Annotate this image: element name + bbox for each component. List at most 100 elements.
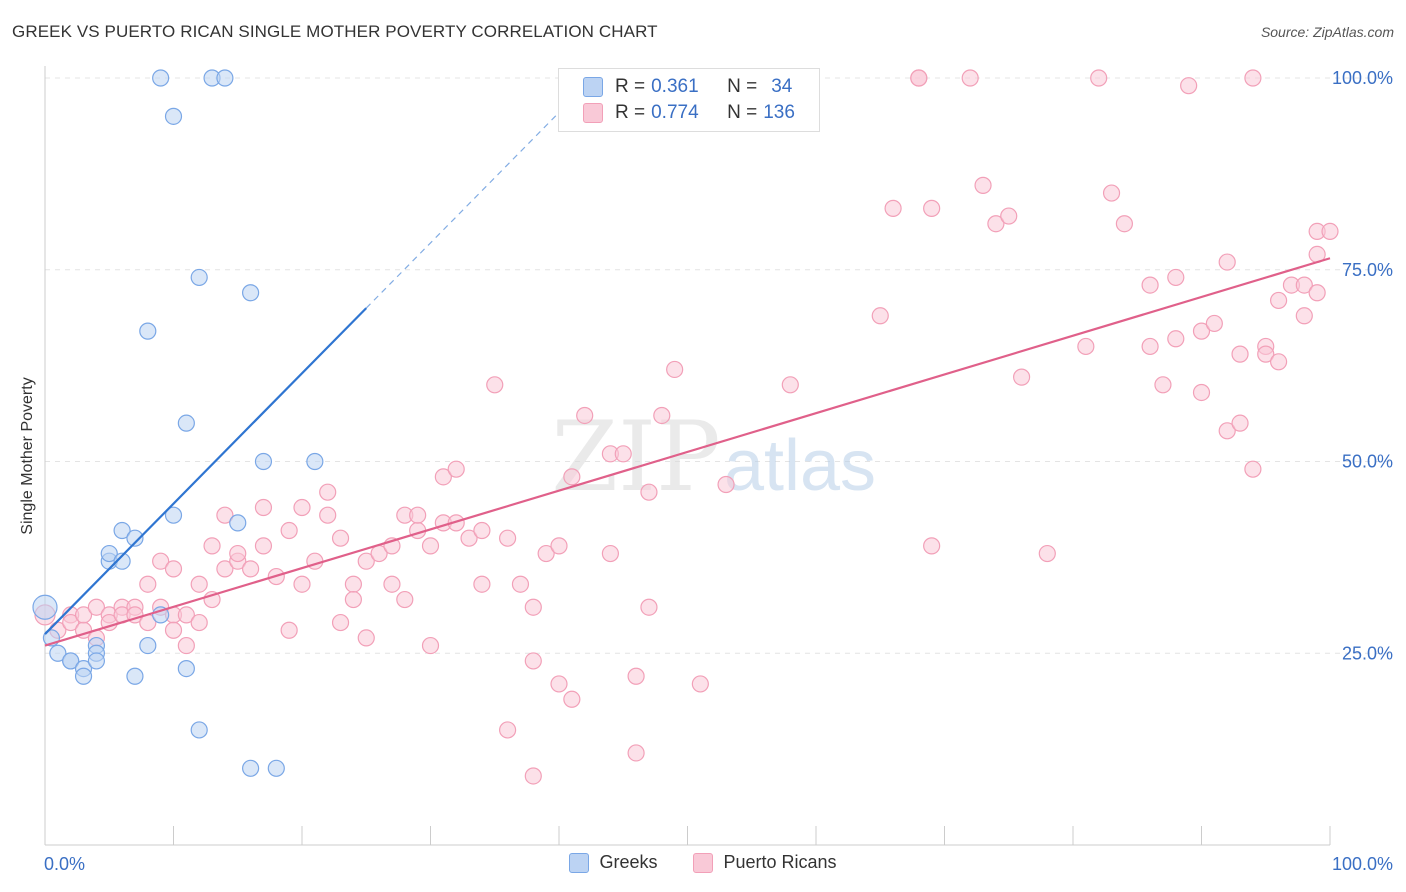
puerto-rican-point <box>421 636 440 655</box>
axes <box>44 66 1331 846</box>
x-tick-label: 100.0% <box>1332 854 1393 874</box>
greek-point <box>242 284 260 302</box>
puerto-rican-point <box>293 575 311 593</box>
puerto-rican-point <box>1000 207 1018 225</box>
greek-point <box>74 667 93 685</box>
puerto-rican-point <box>640 598 658 616</box>
puerto-rican-point <box>923 537 941 555</box>
source-label: Source: ZipAtlas.com <box>1260 24 1394 40</box>
puerto-rican-point <box>357 552 375 570</box>
puerto-rican-point <box>1154 376 1172 394</box>
y-tick-label: 25.0% <box>1342 643 1393 663</box>
watermark-atlas: atlas <box>724 426 876 506</box>
puerto-rican-point <box>781 376 799 394</box>
r-label: R = <box>615 76 646 97</box>
greek-point <box>113 552 131 570</box>
puerto-rican-point <box>614 445 632 463</box>
puerto-rican-trend-line <box>44 257 1331 647</box>
greek-point <box>242 759 260 777</box>
greek-point <box>254 452 273 471</box>
puerto-rican-point <box>357 629 375 647</box>
n-label: N = <box>727 102 758 123</box>
puerto-rican-point <box>473 521 491 540</box>
greek-point <box>62 652 80 670</box>
n-value: 34 <box>771 76 793 97</box>
puerto-rican-point <box>563 468 581 486</box>
puerto-rican-point <box>280 621 298 639</box>
legend-row-greeks: R = 0.361 N = 34 <box>583 74 792 100</box>
puerto-rican-point <box>177 606 195 624</box>
puerto-rican-point <box>1090 69 1108 87</box>
puerto-rican-point <box>627 744 645 762</box>
legend-row-puerto-ricans: R = 0.774 N = 136 <box>583 100 795 126</box>
puerto-rican-point <box>1295 276 1313 294</box>
puerto-rican-point <box>1218 253 1236 271</box>
puerto-rican-point <box>974 176 992 194</box>
puerto-rican-point <box>216 560 234 578</box>
greek-point <box>49 644 67 662</box>
puerto-rican-point <box>550 537 568 555</box>
greek-point <box>100 544 118 563</box>
puerto-rican-point <box>640 483 658 501</box>
puerto-rican-point <box>87 598 106 616</box>
puerto-rican-point <box>1244 69 1262 87</box>
puerto-ricans-legend-label: Puerto Ricans <box>723 852 837 872</box>
puerto-rican-point <box>499 529 517 547</box>
puerto-rican-point <box>1141 276 1159 294</box>
puerto-rican-point <box>511 575 530 593</box>
greek-point <box>177 414 195 432</box>
legend-item-greeks: Greeks <box>569 852 657 873</box>
greek-points <box>32 69 324 777</box>
puerto-rican-point <box>319 483 337 501</box>
puerto-rican-point <box>910 69 928 87</box>
puerto-rican-point <box>1257 345 1275 363</box>
n-value: 136 <box>763 102 795 123</box>
greeks-legend-label: Greeks <box>599 852 658 872</box>
puerto-rican-point <box>1218 422 1236 440</box>
puerto-rican-point <box>884 199 902 217</box>
greek-point <box>126 529 144 547</box>
puerto-rican-point <box>473 575 491 593</box>
puerto-rican-point <box>1012 368 1031 386</box>
greek-point <box>164 506 183 524</box>
puerto-rican-point <box>396 590 414 609</box>
puerto-rican-point <box>62 613 80 632</box>
puerto-rican-point <box>1038 544 1056 563</box>
greeks-legend-swatch <box>569 852 590 873</box>
puerto-rican-point <box>499 721 517 739</box>
puerto-rican-point <box>1180 77 1198 95</box>
puerto-rican-point <box>653 406 671 425</box>
puerto-rican-point <box>460 529 478 547</box>
puerto-rican-point <box>717 475 735 494</box>
puerto-rican-point <box>627 667 645 685</box>
puerto-rican-point <box>177 636 195 655</box>
puerto-rican-point <box>1269 291 1288 310</box>
puerto-rican-point <box>524 652 542 670</box>
r-value: 0.361 <box>651 76 699 97</box>
puerto-rican-point <box>666 360 684 379</box>
puerto-rican-point <box>1205 314 1223 333</box>
n-label: N = <box>727 76 758 97</box>
watermark: ZIP atlas <box>551 401 876 513</box>
chart-title: GREEK VS PUERTO RICAN SINGLE MOTHER POVE… <box>12 22 658 41</box>
puerto-rican-point <box>550 675 568 693</box>
greek-trend-line <box>44 307 368 635</box>
puerto-rican-point <box>1321 222 1339 240</box>
puerto-ricans-legend-swatch <box>693 852 714 873</box>
y-tick-label: 75.0% <box>1342 260 1393 280</box>
puerto-rican-point <box>537 544 555 563</box>
puerto-rican-point <box>344 575 362 593</box>
puerto-rican-point <box>1231 345 1249 363</box>
puerto-rican-point <box>1115 215 1134 233</box>
greek-point <box>190 721 208 739</box>
puerto-rican-point <box>331 613 350 632</box>
greek-point <box>216 69 234 87</box>
puerto-rican-point <box>1231 414 1249 432</box>
greeks-swatch <box>583 77 603 97</box>
puerto-rican-point <box>1295 307 1313 325</box>
puerto-rican-point <box>164 560 183 578</box>
puerto-rican-point <box>421 537 440 555</box>
greek-point <box>113 521 131 540</box>
puerto-rican-point <box>293 498 311 517</box>
puerto-ricans-swatch <box>583 103 603 123</box>
